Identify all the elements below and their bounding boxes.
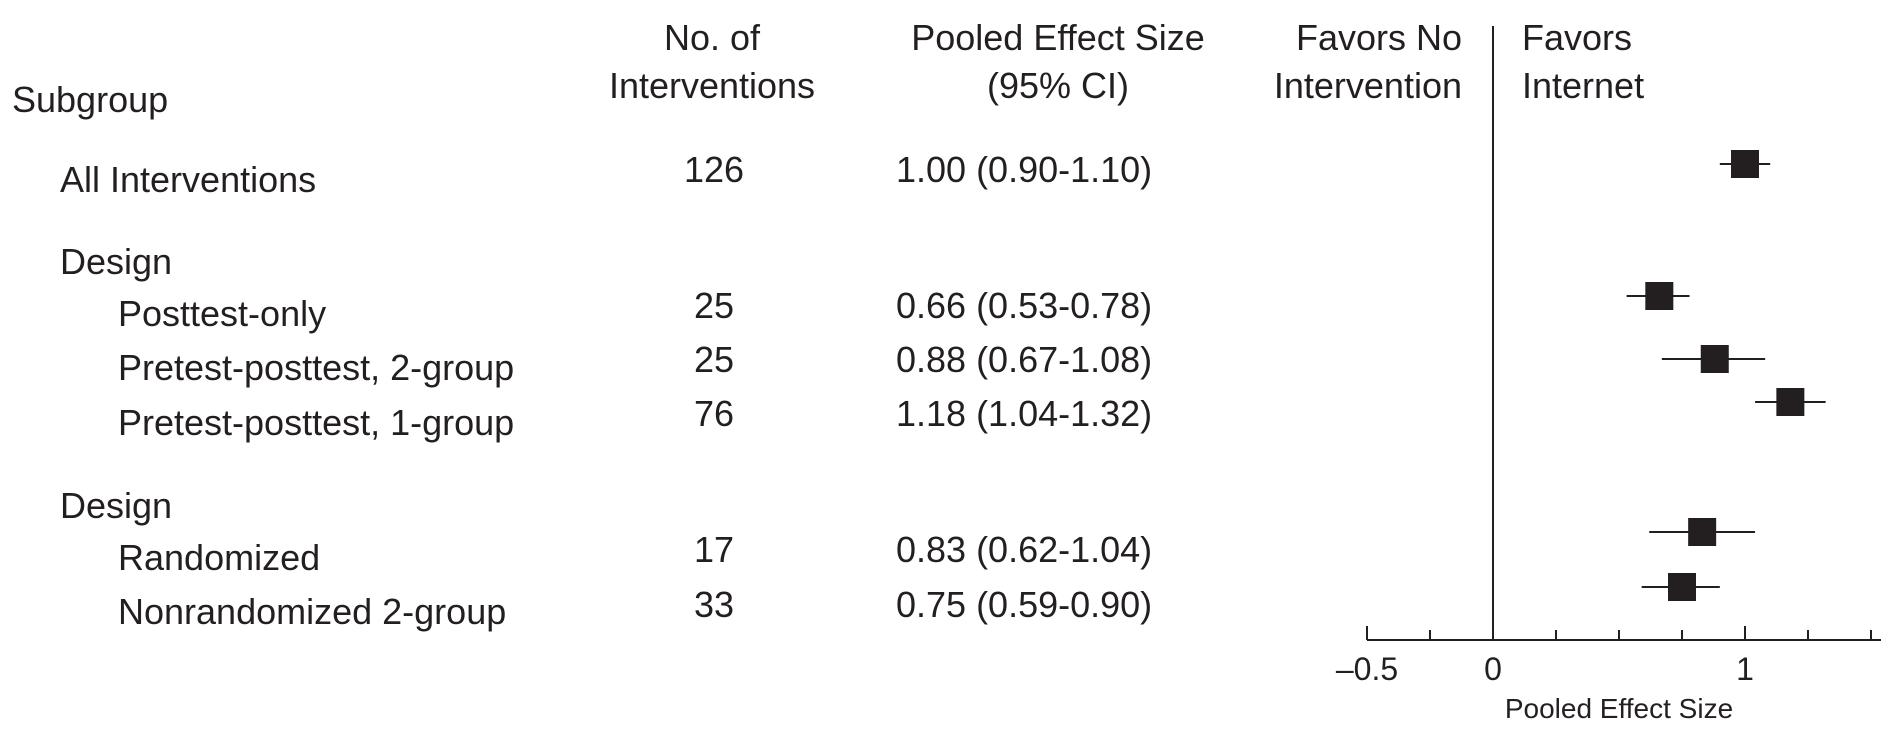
x-axis-label: Pooled Effect Size (1505, 693, 1733, 724)
row-n-pretest-posttest-2-group: 25 (693, 339, 735, 380)
row-n-all-interventions: 126 (683, 149, 745, 190)
row-ci-all-interventions: 1.00 (0.90-1.10) (896, 149, 1153, 190)
favors-internet-line2: Internet (1522, 65, 1645, 106)
row-ci-pretest-posttest-2-group: 0.88 (0.67-1.08) (896, 339, 1153, 380)
point-estimate-marker (1700, 345, 1729, 373)
n-header-line1: No. of (663, 17, 761, 58)
favors-internet-line1: Favors (1522, 17, 1633, 58)
n-header-line2: Interventions (608, 65, 816, 106)
favors-no-intervention-line1: Favors No (1295, 17, 1462, 58)
x-axis-tick-label: –0.5 (1336, 651, 1398, 687)
point-estimate-marker (1731, 150, 1759, 178)
row-label-pretest-posttest-1-group: Pretest-posttest, 1-group (118, 402, 515, 443)
subgroup-header: Subgroup (12, 79, 169, 120)
row-n-pretest-posttest-1-group: 76 (693, 393, 735, 434)
row-n-randomized: 17 (693, 529, 735, 570)
row-n-posttest-only: 25 (693, 285, 735, 326)
row-label-pretest-posttest-2-group: Pretest-posttest, 2-group (118, 347, 515, 388)
favors-no-intervention-line2: Intervention (1273, 65, 1462, 106)
group-label-design-1: Design (60, 241, 173, 282)
row-n-nonrandomized-2-group: 33 (693, 584, 735, 625)
x-axis-tick-label: 1 (1736, 651, 1754, 687)
point-estimate-marker (1688, 518, 1717, 546)
point-estimate-marker (1776, 388, 1805, 416)
row-label-randomized: Randomized (118, 537, 321, 578)
point-estimate-marker (1668, 573, 1696, 601)
row-label-nonrandomized-2-group: Nonrandomized 2-group (118, 591, 507, 632)
x-axis-tick-label: 0 (1484, 651, 1502, 687)
point-estimate-marker (1645, 282, 1674, 310)
row-ci-randomized: 0.83 (0.62-1.04) (896, 529, 1153, 570)
row-ci-posttest-only: 0.66 (0.53-0.78) (896, 285, 1153, 326)
row-label-posttest-only: Posttest-only (118, 293, 327, 334)
row-ci-pretest-posttest-1-group: 1.18 (1.04-1.32) (896, 393, 1153, 434)
row-ci-nonrandomized-2-group: 0.75 (0.59-0.90) (896, 584, 1153, 625)
row-label-all-interventions: All Interventions (60, 159, 317, 200)
group-label-design-2: Design (60, 485, 173, 526)
es-header-line1: Pooled Effect Size (911, 17, 1205, 58)
es-header-line2: (95% CI) (986, 65, 1130, 106)
